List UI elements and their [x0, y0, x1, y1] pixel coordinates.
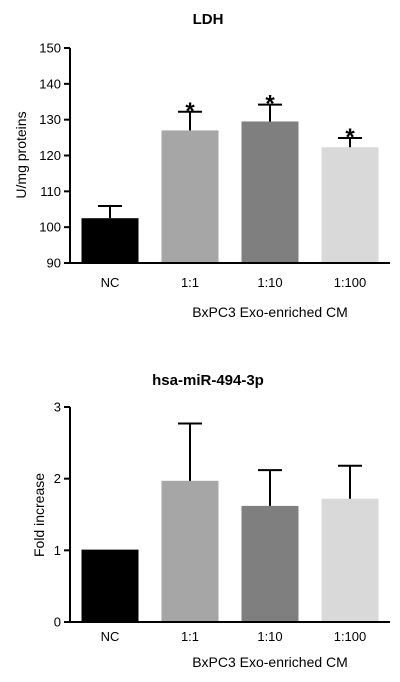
ldh-x-axis-label: BxPC3 Exo-enriched CM	[192, 304, 348, 320]
mir-bar-1-1	[161, 480, 219, 622]
ldh-significance-mark: *	[345, 124, 355, 151]
mir-y-tick-label: 1	[54, 543, 61, 558]
ldh-y-tick-label: 120	[39, 148, 61, 163]
mir-error-bar	[338, 464, 362, 499]
ldh-x-tick-label: 1:1	[181, 275, 199, 290]
ldh-x-tick-label: 1:100	[334, 275, 367, 290]
ldh-significance-mark: *	[185, 98, 195, 125]
ldh-bar-1-1	[161, 130, 219, 263]
ldh-error-bar	[178, 110, 202, 131]
mir-x-tick-label: NC	[101, 629, 120, 644]
mir-chart-title: hsa-miR-494-3p	[152, 372, 264, 389]
ldh-y-tick-label: 150	[39, 41, 61, 56]
mir-x-tick-label: 1:10	[257, 629, 282, 644]
mir-axes	[69, 407, 390, 623]
ldh-bar-1-100	[321, 147, 379, 263]
mir-marks: 0 1 2 3 NC 1:1 1:10 1:100	[54, 400, 379, 644]
mir-chart: hsa-miR-494-3p Fold increase BxPC3 Exo-e…	[31, 372, 390, 670]
ldh-bar-1-10	[241, 121, 299, 263]
ldh-axes	[69, 48, 390, 264]
ldh-y-tick-label: 100	[39, 220, 61, 235]
ldh-x-tick-label: NC	[101, 275, 120, 290]
mir-error-bar	[258, 469, 282, 506]
ldh-error-bar	[98, 205, 122, 219]
ldh-chart-title: LDH	[193, 11, 224, 28]
ldh-marks: 90 100 110 120 130 140 150 NC * 1:1 * 1:10 * 1:100	[39, 41, 379, 290]
ldh-y-tick-label: 130	[39, 112, 61, 127]
mir-y-tick-label: 0	[54, 615, 61, 630]
ldh-y-tick-label: 110	[40, 184, 61, 199]
ldh-error-bar	[258, 103, 282, 122]
mir-bar-nc	[81, 549, 139, 622]
ldh-bar-nc	[81, 218, 139, 263]
ldh-y-tick-label: 140	[39, 76, 61, 91]
ldh-y-axis-label: U/mg proteins	[13, 111, 29, 198]
mir-bar-1-100	[321, 498, 379, 622]
mir-x-tick-label: 1:100	[334, 629, 367, 644]
mir-y-axis-label: Fold increase	[31, 473, 47, 557]
ldh-error-bar	[338, 136, 362, 148]
ldh-x-tick-label: 1:10	[257, 275, 282, 290]
mir-error-bar	[178, 422, 202, 481]
mir-x-axis-label: BxPC3 Exo-enriched CM	[192, 654, 348, 670]
ldh-significance-mark: *	[265, 91, 275, 118]
ldh-y-tick-label: 90	[47, 256, 61, 271]
mir-y-tick-label: 2	[54, 471, 61, 486]
mir-bar-1-10	[241, 505, 299, 622]
mir-y-tick-label: 3	[54, 400, 61, 415]
mir-x-tick-label: 1:1	[181, 629, 199, 644]
ldh-chart: LDH U/mg proteins BxPC3 Exo-enriched CM …	[13, 11, 390, 320]
